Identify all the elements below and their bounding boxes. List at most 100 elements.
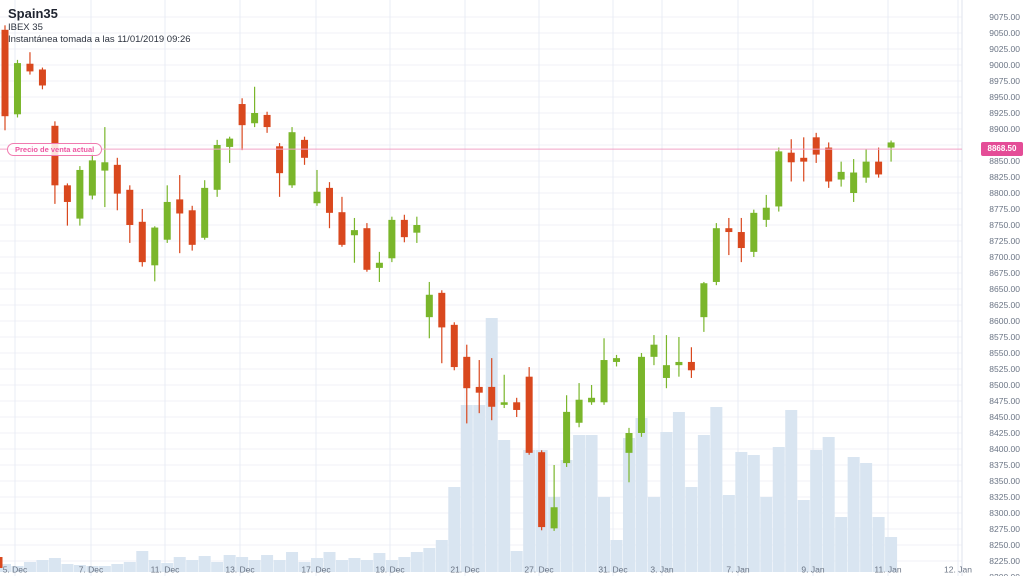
y-axis-tick-label: 8525.00 (989, 364, 1020, 374)
candle-body (238, 104, 246, 126)
x-axis-date-label: 3. Jan (650, 565, 673, 575)
candle-body (450, 324, 458, 368)
y-axis-tick-label: 8450.00 (989, 412, 1020, 422)
y-axis-tick-label: 8800.00 (989, 188, 1020, 198)
volume-bar (61, 564, 74, 572)
volume-bar (460, 405, 473, 572)
candle-body (463, 356, 471, 389)
candle-body (725, 228, 733, 233)
volume-bar (560, 460, 573, 572)
candle-body (188, 210, 196, 245)
y-axis-tick-label: 8625.00 (989, 300, 1020, 310)
volume-bar (385, 560, 398, 572)
candle-body (887, 142, 895, 148)
y-axis-tick-label: 8425.00 (989, 428, 1020, 438)
volume-bar (623, 438, 635, 572)
volume-bar (710, 407, 723, 572)
candle-body (76, 169, 84, 219)
candle-body (837, 171, 845, 180)
candle-body (375, 262, 383, 268)
volume-bar (660, 432, 673, 572)
candle-body (163, 201, 171, 240)
candle-body (400, 219, 408, 238)
x-axis-date-label: 27. Dec (524, 565, 554, 575)
candle-body (588, 397, 596, 403)
volume-bar (785, 410, 798, 572)
volume-bar (360, 560, 373, 572)
y-axis-tick-label: 8475.00 (989, 396, 1020, 406)
candle-body (513, 402, 521, 410)
volume-bar (348, 558, 361, 572)
volume-bar (311, 558, 323, 572)
candle-body (712, 228, 720, 282)
candle-body (388, 219, 396, 259)
volume-bar (248, 560, 261, 572)
candle-body (563, 411, 571, 464)
volume-bar (735, 452, 748, 572)
x-axis-date-label: 7. Dec (79, 565, 104, 575)
y-axis-tick-label: 8250.00 (989, 540, 1020, 550)
volume-bar (286, 552, 299, 572)
x-axis-date-label: 7. Jan (726, 565, 749, 575)
volume-bar (523, 450, 536, 572)
candle-body (63, 185, 71, 202)
volume-bar (373, 553, 386, 572)
candle-body (700, 283, 708, 318)
instrument-subtitle: IBEX 35 (8, 22, 43, 33)
candle-body (538, 452, 546, 528)
y-axis-tick-label: 8650.00 (989, 284, 1020, 294)
y-axis-tick-label: 8375.00 (989, 460, 1020, 470)
volume-bar (261, 555, 274, 572)
volume-bar (672, 412, 685, 572)
x-axis-date-label: 13. Dec (225, 565, 255, 575)
volume-bar (635, 418, 648, 572)
volume-bar (73, 565, 86, 572)
y-axis-tick-label: 8600.00 (989, 316, 1020, 326)
candle-body (1, 29, 9, 117)
volume-bar (23, 562, 36, 572)
y-axis-tick-label: 8925.00 (989, 108, 1020, 118)
candle-body (687, 361, 695, 371)
volume-bar (410, 552, 423, 572)
candle-body (413, 225, 421, 233)
volume-bar (610, 540, 623, 572)
y-axis-tick-label: 8275.00 (989, 524, 1020, 534)
candle-body (176, 199, 184, 214)
candle-body (313, 191, 321, 204)
candle-body (825, 147, 833, 182)
volume-bar (835, 517, 848, 572)
volume-bar (872, 517, 885, 572)
y-axis-tick-label: 8550.00 (989, 348, 1020, 358)
candle-body (263, 114, 271, 128)
volume-bar (173, 557, 186, 572)
candle-body (438, 292, 446, 328)
candle-body (525, 376, 533, 453)
volume-bar (697, 435, 710, 572)
volume-bar (186, 560, 199, 572)
volume-bar (273, 560, 286, 572)
candle-body (850, 172, 858, 193)
candle-body (812, 137, 820, 155)
y-axis-tick-label: 8300.00 (989, 508, 1020, 518)
chart-header: Spain35 IBEX 35 Instantánea tomada a las… (8, 6, 191, 46)
volume-bar (323, 552, 336, 572)
volume-bar (211, 562, 224, 572)
candle-body (26, 63, 34, 72)
y-axis-tick-label: 8500.00 (989, 380, 1020, 390)
volume-bar (485, 318, 498, 572)
candle-body (650, 344, 658, 357)
candle-body (213, 145, 221, 190)
x-axis-date-label: 9. Jan (801, 565, 824, 575)
y-axis-tick-label: 9050.00 (989, 28, 1020, 38)
y-axis-tick-label: 8225.00 (989, 556, 1020, 566)
volume-bar (298, 562, 311, 572)
volume-bar (123, 562, 136, 572)
candle-body (862, 161, 870, 178)
candle-body (138, 221, 146, 263)
volume-bar (498, 440, 511, 572)
candle-body (475, 386, 483, 393)
candle-body (425, 294, 433, 318)
volume-bar (822, 437, 835, 572)
